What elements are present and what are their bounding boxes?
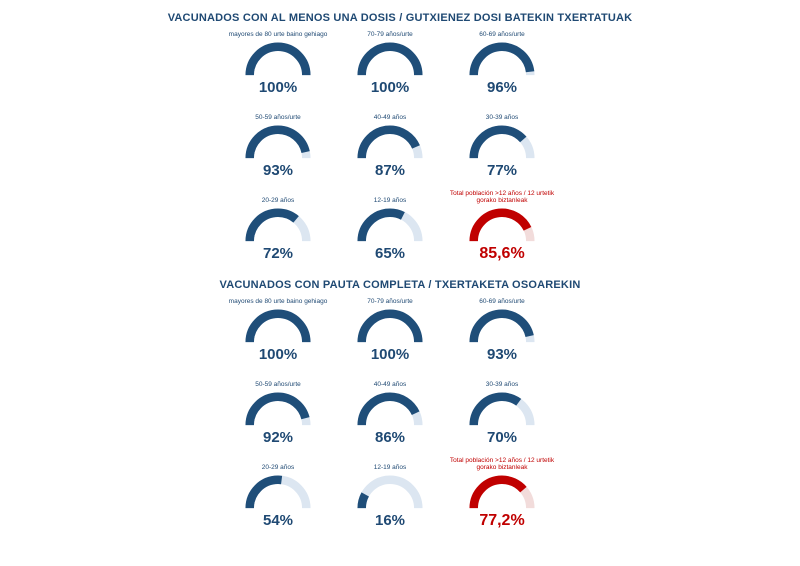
gauge-label: Total población >12 años / 12 urtetik go… xyxy=(449,190,555,204)
gauge-s2-30-39: 30-39 años 70% xyxy=(446,374,558,446)
gauge-s1-20-29: 20-29 años 72% xyxy=(222,190,334,263)
gauge-s2-total: Total población >12 años / 12 urtetik go… xyxy=(446,457,558,530)
section-pauta-completa: VACUNADOS CON PAUTA COMPLETA / TXERTAKET… xyxy=(0,263,800,530)
gauge-value: 100% xyxy=(258,346,298,363)
gauge-value: 65% xyxy=(374,245,406,262)
gauge-label: mayores de 80 urte baino gehiago xyxy=(228,298,328,305)
section-dose1-title: VACUNADOS CON AL MENOS UNA DOSIS / GUTXI… xyxy=(167,12,633,24)
gauge-s2-12-19: 12-19 años 16% xyxy=(334,457,446,530)
gauge-arc xyxy=(469,208,535,242)
gauge-s1-30-39: 30-39 años 77% xyxy=(446,107,558,179)
gauge-s1-12-19: 12-19 años 65% xyxy=(334,190,446,263)
gauge-value: 54% xyxy=(262,512,294,529)
gauge-value: 87% xyxy=(374,162,406,179)
gauge-label: Total población >12 años / 12 urtetik go… xyxy=(449,457,555,471)
gauge-value: 100% xyxy=(370,346,410,363)
section-pauta-completa-title: VACUNADOS CON PAUTA COMPLETA / TXERTAKET… xyxy=(219,279,581,291)
gauge-s1-total: Total población >12 años / 12 urtetik go… xyxy=(446,190,558,263)
gauge-s2-50-59: 50-59 años/urte 92% xyxy=(222,374,334,446)
gauge-s2-60-69: 60-69 años/urte 93% xyxy=(446,291,558,363)
gauge-label: mayores de 80 urte baino gehiago xyxy=(228,31,328,38)
gauge-value: 100% xyxy=(258,79,298,96)
gauge-value: 86% xyxy=(374,429,406,446)
gauge-value: 100% xyxy=(370,79,410,96)
gauge-s1-50-59: 50-59 años/urte 93% xyxy=(222,107,334,179)
gauge-arc xyxy=(357,475,423,509)
gauge-s2-70-79: 70-79 años/urte 100% xyxy=(334,291,446,363)
gauge-label: 70-79 años/urte xyxy=(367,298,413,305)
gauge-arc xyxy=(245,475,311,509)
gauge-label: 60-69 años/urte xyxy=(479,31,525,38)
gauge-arc xyxy=(357,42,423,76)
gauge-label: 50-59 años/urte xyxy=(255,381,301,388)
gauge-value: 93% xyxy=(262,162,294,179)
gauge-s2-20-29: 20-29 años 54% xyxy=(222,457,334,530)
gauge-s2-40-49: 40-49 años 86% xyxy=(334,374,446,446)
gauge-arc xyxy=(469,392,535,426)
gauge-label: 12-19 años xyxy=(373,464,407,471)
gauge-label: 20-29 años xyxy=(261,197,295,204)
gauge-s2-80plus: mayores de 80 urte baino gehiago 100% xyxy=(222,291,334,363)
gauge-value: 96% xyxy=(486,79,518,96)
gauge-value: 93% xyxy=(486,346,518,363)
gauge-arc xyxy=(357,392,423,426)
gauge-value: 72% xyxy=(262,245,294,262)
gauge-arc xyxy=(469,125,535,159)
gauge-arc xyxy=(245,42,311,76)
gauge-s1-40-49: 40-49 años 87% xyxy=(334,107,446,179)
gauge-label: 40-49 años xyxy=(373,114,407,121)
gauge-label: 20-29 años xyxy=(261,464,295,471)
gauge-value: 77,2% xyxy=(479,512,525,529)
gauge-arc xyxy=(245,309,311,343)
gauge-label: 12-19 años xyxy=(373,197,407,204)
gauge-value: 16% xyxy=(374,512,406,529)
gauge-value: 77% xyxy=(486,162,518,179)
gauge-label: 30-39 años xyxy=(485,114,519,121)
gauge-arc xyxy=(245,125,311,159)
gauge-arc xyxy=(357,309,423,343)
gauge-label: 70-79 años/urte xyxy=(367,31,413,38)
gauge-arc xyxy=(469,309,535,343)
gauge-value: 70% xyxy=(486,429,518,446)
section-dose1: VACUNADOS CON AL MENOS UNA DOSIS / GUTXI… xyxy=(0,0,800,263)
gauge-label: 50-59 años/urte xyxy=(255,114,301,121)
gauge-value: 92% xyxy=(262,429,294,446)
gauge-arc xyxy=(357,125,423,159)
gauge-label: 30-39 años xyxy=(485,381,519,388)
gauge-arc xyxy=(245,392,311,426)
section-dose1-grid: mayores de 80 urte baino gehiago 100% 70… xyxy=(222,24,558,263)
gauge-s1-70-79: 70-79 años/urte 100% xyxy=(334,24,446,96)
gauge-value: 85,6% xyxy=(479,245,525,262)
gauge-arc xyxy=(245,208,311,242)
gauge-s1-60-69: 60-69 años/urte 96% xyxy=(446,24,558,96)
gauge-arc xyxy=(469,475,535,509)
section-pauta-completa-grid: mayores de 80 urte baino gehiago 100% 70… xyxy=(222,291,558,530)
gauge-label: 40-49 años xyxy=(373,381,407,388)
gauge-arc xyxy=(469,42,535,76)
gauge-label: 60-69 años/urte xyxy=(479,298,525,305)
gauge-s1-80plus: mayores de 80 urte baino gehiago 100% xyxy=(222,24,334,96)
gauge-arc xyxy=(357,208,423,242)
